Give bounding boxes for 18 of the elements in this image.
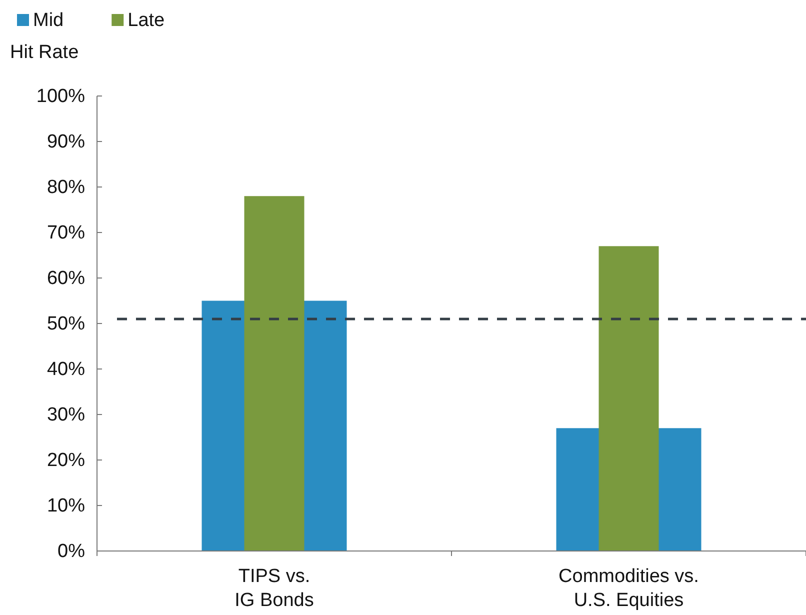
y-tick-label: 80% — [46, 177, 86, 198]
y-tick-label: 10% — [46, 496, 86, 517]
bar — [598, 246, 659, 551]
legend-label: Mid — [33, 10, 64, 31]
y-axis-title: Hit Rate — [10, 42, 79, 63]
x-tick-label: TIPS vs. IG Bonds — [234, 566, 314, 611]
y-tick-label: 30% — [46, 404, 86, 426]
y-tick-label: 90% — [46, 132, 86, 153]
y-tick-label: 60% — [46, 268, 86, 290]
y-tick-label: 70% — [46, 222, 86, 244]
y-tick-label: 100% — [36, 86, 86, 108]
legend-label: Late — [128, 10, 165, 31]
y-tick-label: 0% — [58, 541, 86, 562]
y-tick-label: 40% — [46, 359, 86, 380]
bar — [244, 196, 304, 551]
y-tick-label: 50% — [46, 314, 86, 335]
x-tick-label: Commodities vs. U.S. Equities — [558, 566, 699, 611]
y-tick-label: 20% — [46, 450, 86, 472]
